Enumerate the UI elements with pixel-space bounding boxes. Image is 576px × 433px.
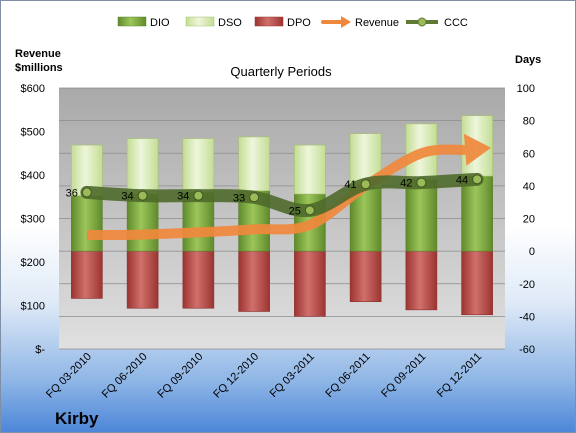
legend-label-ccc: CCC [444,17,468,29]
right-tick-label: -40 [519,311,535,323]
ccc-data-label: 25 [289,205,301,217]
legend-label-dio: DIO [150,17,170,29]
category-tick-label: FQ 03-2011 [268,351,317,400]
legend: DIO DSO DPO Revenue CCC [117,16,468,29]
right-tick-label: 40 [523,181,535,193]
revenue-series [86,133,492,241]
bar-dio [71,195,103,252]
bar-dpo [126,250,159,309]
ccc-data-label: 33 [233,192,245,204]
ccc-point [304,205,315,216]
ccc-data-label: 42 [400,178,412,190]
legend-swatch-dso [185,16,215,27]
revenue-arrowhead [463,133,492,166]
bar-dso [182,138,215,193]
bar-dpo [71,250,103,299]
left-axis-ticks: $- $100 $200 $300 $400 $500 $600 [21,83,46,356]
ccc-point [416,177,427,188]
legend-swatch-ccc [406,17,438,27]
left-axis-title-line1: Revenue [15,48,61,60]
bar-dpo [238,250,270,312]
legend-swatch-revenue [321,16,351,28]
bar-dso [238,136,270,192]
ccc-data-label: 36 [66,187,78,199]
legend-label-dso: DSO [218,17,242,29]
right-tick-label: 60 [523,148,535,160]
legend-swatch-dio [117,16,147,27]
category-tick-label: FQ 12-2010 [211,351,261,401]
right-tick-label: 0 [529,246,535,258]
ccc-data-label: 34 [177,191,189,203]
legend-label-dpo: DPO [287,17,311,29]
bar-dio [126,193,159,252]
left-axis-title-line2: $millions [15,62,63,74]
ccc-point [360,179,371,190]
ccc-data-label: 44 [456,174,468,186]
ccc-series: 36 34 34 33 25 41 42 44 [66,172,484,218]
left-tick-label: $100 [21,301,45,313]
left-tick-label: $500 [21,127,45,139]
bar-dpo [349,250,382,302]
right-axis-ticks: -60 -40 -20 0 20 40 60 80 100 [517,83,535,356]
bar-dpo [461,250,493,316]
ccc-point [472,174,483,185]
bar-dpo [405,250,438,311]
category-tick-label: FQ 06-2010 [100,351,150,401]
company-name: Kirby [55,409,99,428]
category-tick-label: FQ 12-2011 [435,351,484,400]
legend-label-revenue: Revenue [355,17,399,29]
right-tick-label: 100 [517,83,535,95]
category-tick-label: FQ 09-2011 [379,351,428,400]
right-tick-label: 80 [523,116,535,128]
left-tick-label: $600 [21,83,45,95]
legend-swatch-dpo [254,16,284,27]
right-tick-label: 20 [523,214,535,226]
left-tick-label: $300 [21,214,45,226]
bar-dso [126,138,159,195]
ccc-data-label: 34 [121,191,133,203]
ccc-data-label: 41 [344,179,356,191]
bar-dpo [294,250,326,317]
right-axis-title: Days [515,54,541,66]
bar-dio [461,175,493,252]
category-tick-label: FQ 09-2010 [156,351,206,401]
ccc-point [249,192,260,203]
left-tick-label: $200 [21,257,45,269]
bar-dio [405,179,438,252]
ccc-point [193,190,204,201]
chart-title: Quarterly Periods [230,64,332,79]
category-tick-label: FQ 06-2011 [323,351,372,400]
right-tick-label: -60 [519,344,535,356]
left-tick-label: $400 [21,170,45,182]
category-tick-label: FQ 03-2010 [44,351,94,401]
revenue-line [86,144,466,241]
ccc-point [137,190,148,201]
right-tick-label: -20 [519,279,535,291]
ccc-line [80,172,484,218]
left-tick-label: $- [35,344,45,356]
category-axis-ticks: FQ 03-2010 FQ 06-2010 FQ 09-2010 FQ 12-2010… [44,351,484,401]
bar-dso [294,144,326,195]
ccc-point [81,187,92,198]
bar-dpo [182,250,215,309]
